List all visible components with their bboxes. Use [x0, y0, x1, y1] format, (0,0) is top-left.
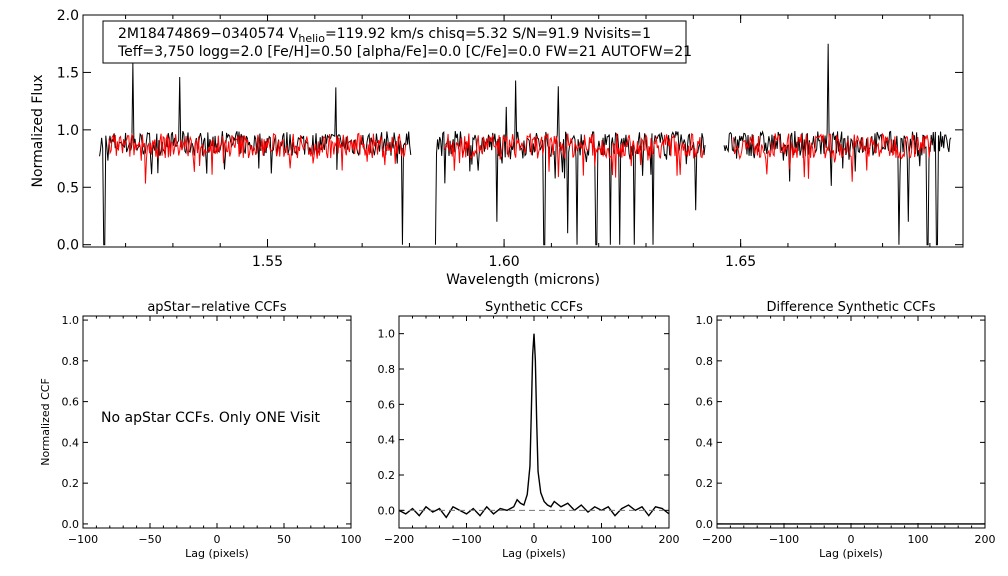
spectrum-series-group	[99, 43, 952, 246]
apstar-y-tick-label-2: 0.4	[62, 436, 80, 449]
info-box-frame	[102, 20, 687, 64]
info-line-1-subscript: helio	[298, 32, 325, 45]
apstar-ccf-panel: apStar−relative CCFs −100 −50 0 50 100 0.0 0.2…	[39, 300, 362, 560]
synthetic-series-line-0	[398, 333, 670, 519]
synthetic-y-tick-label-0: 0.0	[378, 504, 396, 517]
info-line-2: Teff=3,750 logg=2.0 [Fe/H]=0.50 [alpha/F…	[117, 44, 692, 60]
info-line-1: 2M18474869−0340574 Vhelio=119.92 km/s ch…	[118, 26, 651, 45]
apstar-x-tick-label-4: 100	[341, 533, 362, 546]
apstar-ccf-x-axis-title: Lag (pixels)	[185, 547, 249, 560]
spectrum-info-box: 2M18474869−0340574 Vhelio=119.92 km/s ch…	[102, 20, 692, 64]
difference-x-tick-label-3: 100	[908, 533, 929, 546]
spectrum-x-tick-label-0: 1.55	[252, 254, 283, 270]
difference-y-tick-label-0: 0.0	[696, 518, 714, 531]
difference-ccf-ticks: −200 −100 0 100 200 0.0 0.2 0.4 0.6 0.8 1.0	[696, 314, 996, 546]
difference-y-tick-label-1: 0.2	[696, 477, 714, 490]
info-line-1-rest: =119.92 km/s chisq=5.32 S/N=91.9 Nvisits…	[325, 26, 651, 42]
apstar-x-tick-label-1: −50	[138, 533, 161, 546]
synthetic-ccf-ticks: −200 −100 0 100 200 0.0 0.2 0.4 0.6 0.8 1.0	[378, 316, 680, 546]
apstar-x-tick-label-0: −100	[68, 533, 98, 546]
difference-x-tick-label-0: −200	[702, 533, 732, 546]
synthetic-ccf-frame	[398, 315, 670, 529]
difference-y-tick-label-5: 1.0	[696, 314, 714, 327]
synthetic-y-tick-label-2: 0.4	[378, 434, 396, 447]
synthetic-x-tick-label-1: −100	[451, 533, 481, 546]
difference-y-tick-label-3: 0.6	[696, 396, 714, 409]
apstar-y-tick-label-4: 0.8	[62, 355, 80, 368]
difference-x-tick-label-4: 200	[975, 533, 996, 546]
info-line-1-main: 2M18474869−0340574 V	[118, 26, 299, 42]
model-spectrum-line-1	[444, 132, 705, 178]
apstar-ccf-title: apStar−relative CCFs	[147, 300, 287, 315]
spectrum-y-tick-label-1: 0.5	[57, 180, 79, 196]
apstar-y-tick-label-0: 0.0	[62, 518, 80, 531]
spectrum-y-tick-label-4: 2.0	[57, 8, 79, 24]
spectrum-frame	[82, 14, 964, 248]
synthetic-y-tick-label-5: 1.0	[378, 328, 396, 341]
apstar-x-tick-label-2: 0	[214, 533, 221, 546]
synthetic-ccf-x-axis-title: Lag (pixels)	[502, 547, 566, 560]
observed-spectrum-line-0	[99, 63, 412, 246]
apstar-ccf-ticks: −100 −50 0 50 100 0.0 0.2 0.4 0.6 0.8 1.0	[62, 314, 362, 546]
difference-y-tick-label-4: 0.8	[696, 355, 714, 368]
spectrum-y-tick-label-3: 1.5	[57, 65, 79, 81]
synthetic-x-tick-label-2: 0	[531, 533, 538, 546]
apstar-y-tick-label-1: 0.2	[62, 477, 80, 490]
no-ccf-message: No apStar CCFs. Only ONE Visit	[101, 410, 321, 426]
difference-ccf-title: Difference Synthetic CCFs	[766, 300, 935, 315]
synthetic-ccf-title: Synthetic CCFs	[485, 300, 583, 315]
spectrum-x-axis-title: Wavelength (microns)	[446, 272, 600, 288]
synthetic-ccf-panel: Synthetic CCFs −200 −100 0 100 200 0.0 0.2 0.4 0…	[378, 300, 680, 560]
synthetic-x-tick-label-3: 100	[591, 533, 612, 546]
difference-ccf-frame	[716, 315, 986, 529]
observed-spectrum-line-2	[723, 43, 952, 246]
spectrum-x-tick-label-2: 1.65	[725, 254, 756, 270]
synthetic-y-tick-label-3: 0.6	[378, 398, 396, 411]
difference-y-tick-label-2: 0.4	[696, 436, 714, 449]
synthetic-x-tick-label-0: −200	[384, 533, 414, 546]
synthetic-ccf-series-group	[398, 333, 670, 519]
synthetic-y-tick-label-4: 0.8	[378, 363, 396, 376]
apstar-ccf-y-axis-title: Normalized CCF	[39, 378, 52, 466]
spectrum-x-tick-label-1: 1.60	[488, 254, 519, 270]
spectrum-ticks: 1.55 1.60 1.65 0.0 0.5 1.0 1.5 2.0	[57, 8, 963, 270]
spectrum-y-axis-title: Normalized Flux	[30, 75, 46, 188]
spectrum-y-tick-label-0: 0.0	[57, 238, 79, 254]
synthetic-y-tick-label-1: 0.2	[378, 469, 396, 482]
spectrum-panel: 1.55 1.60 1.65 0.0 0.5 1.0 1.5 2.0 2M18474869−0…	[30, 8, 964, 288]
observed-spectrum-line-1	[434, 80, 706, 246]
difference-ccf-panel: Difference Synthetic CCFs −200 −100 0 100 20…	[696, 300, 996, 560]
apstar-y-tick-label-5: 1.0	[62, 314, 80, 327]
synthetic-x-tick-label-4: 200	[659, 533, 680, 546]
difference-x-tick-label-1: −100	[769, 533, 799, 546]
difference-x-tick-label-2: 0	[848, 533, 855, 546]
apstar-x-tick-label-3: 50	[277, 533, 291, 546]
apstar-y-tick-label-3: 0.6	[62, 396, 80, 409]
model-spectrum-line-0	[108, 132, 407, 184]
model-spectrum-line-2	[733, 132, 932, 182]
difference-ccf-x-axis-title: Lag (pixels)	[819, 547, 883, 560]
spectrum-y-tick-label-2: 1.0	[57, 123, 79, 139]
